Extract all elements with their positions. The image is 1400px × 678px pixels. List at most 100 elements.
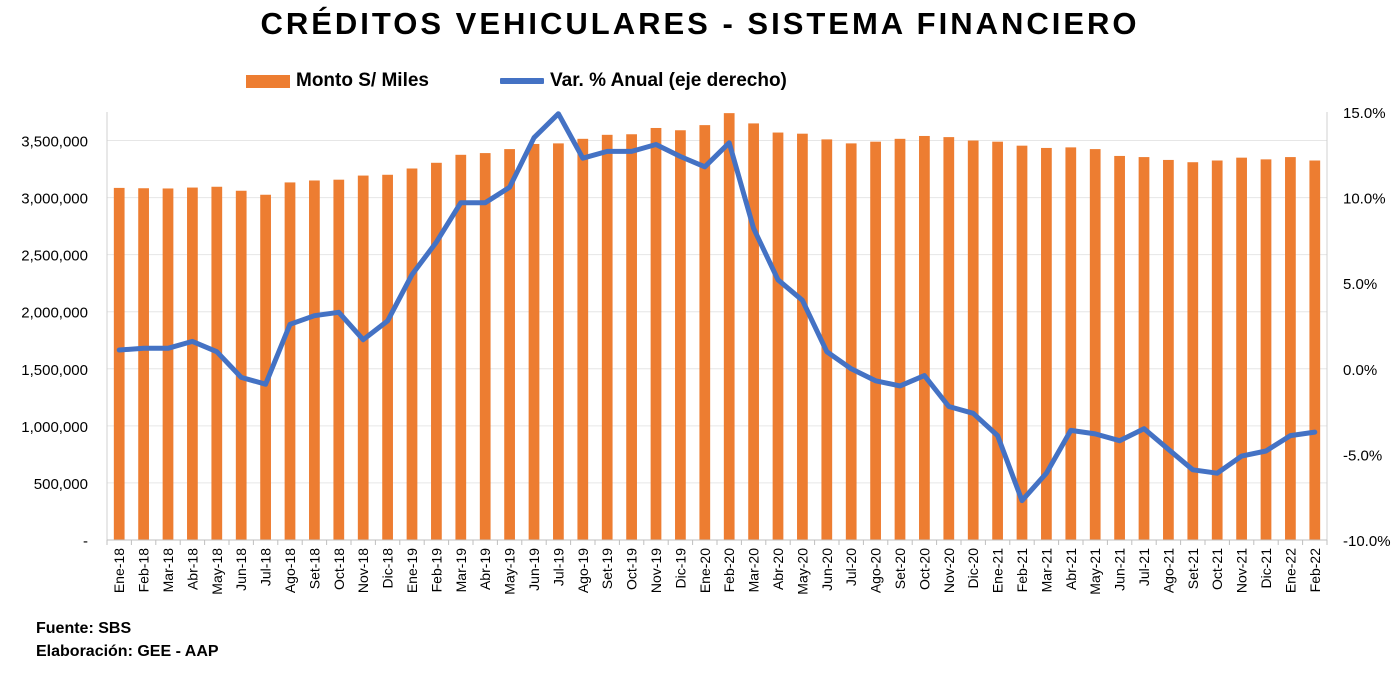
- x-tick-label: Oct-18: [331, 548, 347, 590]
- line-point: [582, 157, 584, 159]
- x-tick-label: Dic-18: [380, 548, 396, 589]
- legend-label-var: Var. % Anual (eje derecho): [550, 70, 787, 91]
- bar: [1260, 159, 1272, 540]
- legend-item-monto: Monto S/ Miles: [246, 70, 429, 92]
- x-tick-label: Abr-20: [770, 548, 786, 590]
- bar: [113, 187, 125, 540]
- bar: [504, 149, 515, 541]
- x-tick-label: Ene-20: [697, 548, 713, 593]
- legend-label-monto: Monto S/ Miles: [296, 70, 429, 91]
- bar: [1041, 147, 1052, 540]
- line-point: [850, 368, 852, 370]
- bar: [406, 168, 418, 540]
- x-tick-label: Oct-20: [916, 548, 932, 590]
- line-point: [435, 241, 437, 243]
- y-left-tick-label: 3,500,000: [21, 134, 88, 151]
- x-tick-label: Jul-20: [843, 548, 859, 586]
- legend-bar-swatch: [246, 74, 290, 88]
- x-tick-label: Abr-19: [477, 548, 493, 590]
- y-right-tick-label: 15.0%: [1343, 105, 1386, 122]
- legend-item-var: Var. % Anual (eje derecho): [500, 70, 787, 92]
- line-point: [533, 137, 535, 139]
- line-point: [1241, 455, 1243, 457]
- x-tick-label: Set-20: [892, 548, 908, 589]
- bar: [431, 162, 442, 540]
- bar: [235, 190, 247, 540]
- bar: [748, 123, 759, 540]
- x-tick-label: Ene-18: [111, 548, 127, 593]
- y-left-tick-label: 1,000,000: [21, 419, 88, 436]
- y-left-tick-label: -: [83, 533, 88, 550]
- bar: [577, 138, 589, 540]
- line-point: [923, 375, 925, 377]
- x-tick-label: Set-19: [599, 548, 615, 589]
- x-tick-label: Mar-20: [746, 548, 762, 593]
- bar: [455, 154, 467, 541]
- line-point: [1167, 448, 1169, 450]
- bar: [211, 186, 223, 541]
- line-point: [801, 299, 803, 301]
- bar: [919, 135, 930, 540]
- x-tick-label: Feb-18: [136, 548, 152, 593]
- line-point: [1045, 472, 1047, 474]
- chart-title: CRÉDITOS VEHICULARES - SISTEMA FINANCIER…: [260, 6, 1140, 41]
- x-tick-label: Mar-19: [453, 548, 469, 593]
- bar: [992, 141, 1003, 540]
- line-point: [1216, 472, 1218, 474]
- elaboration-note: Elaboración: GEE - AAP: [36, 643, 219, 660]
- line-point: [509, 186, 511, 188]
- bar: [870, 141, 881, 540]
- line-point: [484, 202, 486, 204]
- line-point: [631, 150, 633, 152]
- x-tick-label: Ene-22: [1282, 548, 1298, 593]
- line-point: [167, 347, 169, 349]
- bar: [967, 140, 979, 541]
- line-point: [1289, 435, 1291, 437]
- x-tick-label: Nov-21: [1234, 548, 1250, 593]
- line-point: [777, 279, 779, 281]
- source-note: Fuente: SBS: [36, 620, 132, 637]
- line-point: [826, 351, 828, 353]
- x-tick-label: Feb-22: [1307, 548, 1323, 593]
- bar: [284, 182, 296, 540]
- bar: [382, 174, 393, 541]
- line-point: [362, 339, 364, 341]
- x-tick-label: Jul-21: [1136, 548, 1152, 586]
- line-point: [972, 412, 974, 414]
- bar: [162, 188, 174, 540]
- x-tick-label: Ene-21: [990, 548, 1006, 593]
- bar: [699, 125, 711, 540]
- x-tick-label: Oct-21: [1209, 548, 1225, 590]
- line-point: [875, 380, 877, 382]
- x-tick-label: Set-21: [1185, 548, 1201, 589]
- x-tick-label: Mar-21: [1038, 548, 1054, 593]
- bar: [894, 138, 906, 540]
- bar: [1211, 160, 1223, 541]
- line-point: [899, 385, 901, 387]
- bar: [1285, 157, 1296, 540]
- legend-line-swatch: [500, 78, 544, 84]
- x-tick-label: Nov-20: [941, 548, 957, 593]
- x-tick-label: Nov-18: [355, 548, 371, 593]
- x-tick-label: May-18: [209, 548, 225, 595]
- legend: Monto S/ Miles Var. % Anual (eje derecho…: [0, 70, 1400, 96]
- x-tick-label: Feb-19: [428, 548, 444, 593]
- x-tick-label: Dic-19: [672, 548, 688, 589]
- x-tick-label: Jun-19: [526, 548, 542, 591]
- x-tick-label: May-20: [794, 548, 810, 595]
- y-right-tick-label: -10.0%: [1343, 533, 1391, 550]
- x-tick-label: May-19: [502, 548, 518, 595]
- y-left-tick-label: 3,000,000: [21, 191, 88, 208]
- bar: [357, 175, 369, 540]
- line-point: [387, 320, 389, 322]
- bar: [797, 133, 808, 540]
- bar: [528, 143, 540, 540]
- line-point: [240, 376, 242, 378]
- bar: [1163, 159, 1174, 540]
- line-point: [460, 202, 462, 204]
- line-point: [1314, 431, 1316, 433]
- x-tick-label: Abr-18: [184, 548, 200, 590]
- line-point: [1119, 440, 1121, 442]
- bar: [1236, 157, 1247, 541]
- x-tick-label: Dic-20: [965, 548, 981, 589]
